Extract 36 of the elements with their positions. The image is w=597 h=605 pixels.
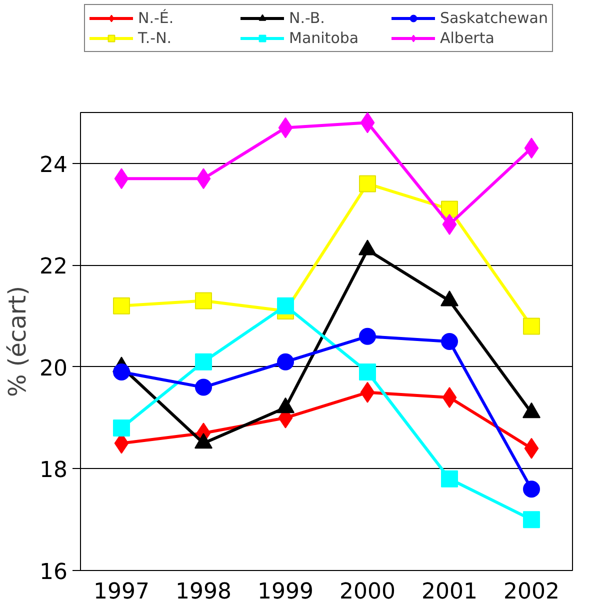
legend-label: N.-É. bbox=[138, 9, 175, 27]
point bbox=[441, 470, 458, 488]
point bbox=[360, 112, 375, 134]
point bbox=[113, 420, 130, 437]
point bbox=[195, 353, 212, 370]
x-tick-label: 2002 bbox=[504, 580, 560, 604]
point bbox=[277, 297, 294, 314]
x-tick-label: 2001 bbox=[422, 580, 478, 604]
y-tick-label: 20 bbox=[40, 356, 68, 382]
legend-label: Saskatchewan bbox=[440, 9, 548, 27]
y-tick-label: 18 bbox=[40, 458, 68, 484]
y-tick-label: 22 bbox=[40, 254, 68, 280]
legend-label: Alberta bbox=[440, 29, 496, 47]
point bbox=[523, 318, 540, 335]
point bbox=[523, 480, 540, 498]
legend-label: Manitoba bbox=[289, 29, 360, 47]
y-axis-title: % (écart) bbox=[4, 286, 32, 398]
point bbox=[113, 297, 130, 314]
point bbox=[113, 364, 130, 381]
point bbox=[523, 511, 540, 528]
point bbox=[359, 175, 376, 192]
point bbox=[359, 328, 376, 345]
x-tick-label: 1999 bbox=[258, 580, 314, 604]
point bbox=[441, 200, 458, 218]
legend-label: T.-N. bbox=[138, 29, 173, 47]
y-tick-label: 24 bbox=[40, 152, 68, 178]
x-tick-label: 2000 bbox=[340, 580, 396, 604]
point bbox=[277, 353, 294, 370]
y-tick-label: 16 bbox=[40, 560, 68, 585]
point bbox=[195, 292, 212, 310]
point bbox=[359, 364, 376, 381]
x-tick-label: 1998 bbox=[176, 580, 232, 604]
point bbox=[195, 378, 212, 396]
legend-label: N.-B. bbox=[289, 9, 326, 27]
point bbox=[441, 333, 458, 350]
x-tick-label: 1997 bbox=[94, 580, 150, 604]
